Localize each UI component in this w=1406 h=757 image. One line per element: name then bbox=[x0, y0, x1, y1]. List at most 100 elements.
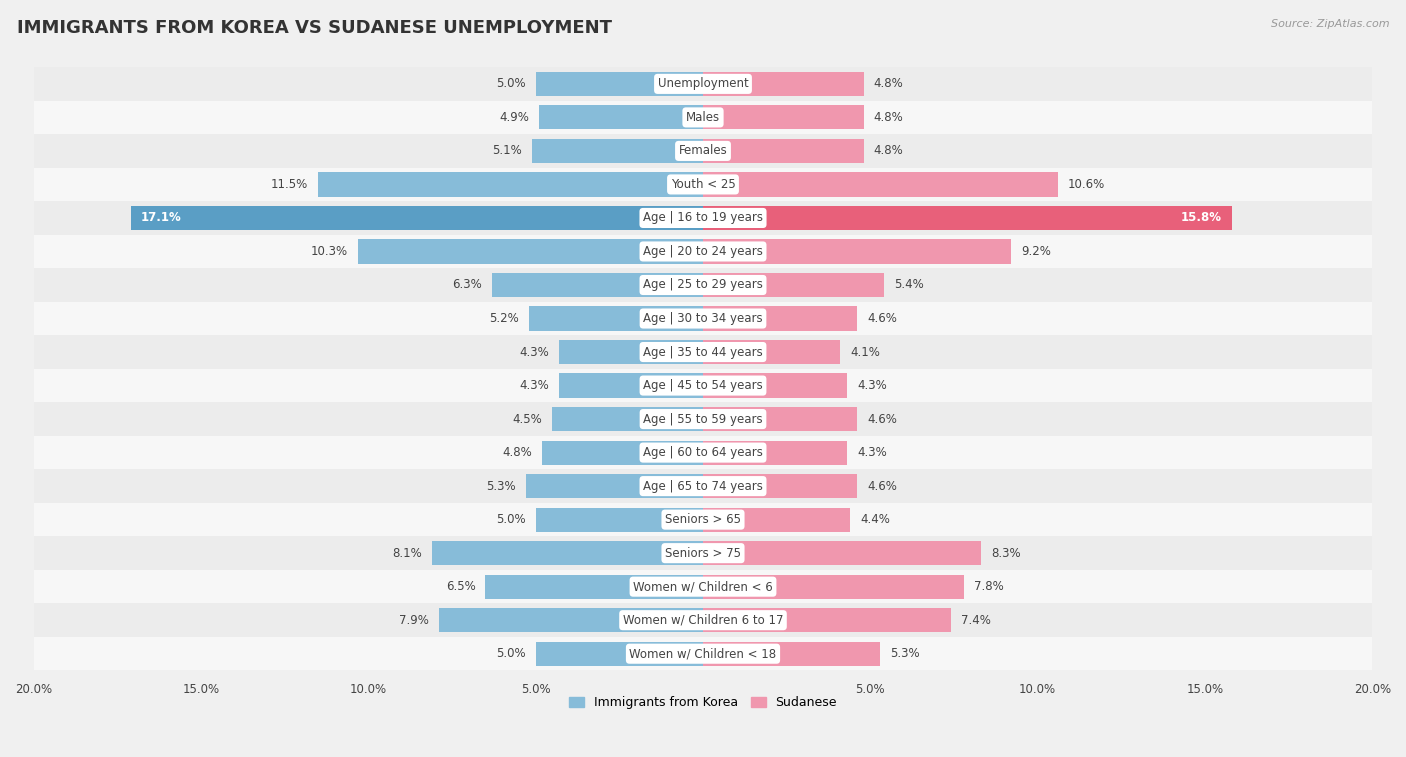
Bar bbox=[703, 575, 965, 599]
Text: 5.1%: 5.1% bbox=[492, 145, 522, 157]
Text: 5.2%: 5.2% bbox=[489, 312, 519, 325]
Bar bbox=[536, 72, 703, 96]
Text: 5.3%: 5.3% bbox=[890, 647, 920, 660]
Bar bbox=[703, 642, 880, 665]
Bar bbox=[703, 307, 858, 331]
Bar bbox=[703, 507, 851, 531]
Bar bbox=[34, 101, 1372, 134]
Text: 4.3%: 4.3% bbox=[858, 379, 887, 392]
Bar bbox=[34, 369, 1372, 402]
Bar bbox=[34, 469, 1372, 503]
Bar bbox=[34, 302, 1372, 335]
Text: 11.5%: 11.5% bbox=[271, 178, 308, 191]
Text: 15.8%: 15.8% bbox=[1181, 211, 1222, 225]
Bar bbox=[34, 637, 1372, 671]
Text: 4.1%: 4.1% bbox=[851, 345, 880, 359]
Bar bbox=[560, 373, 703, 397]
Text: 4.9%: 4.9% bbox=[499, 111, 529, 124]
Bar bbox=[34, 503, 1372, 537]
Bar bbox=[439, 608, 703, 632]
Bar bbox=[543, 441, 703, 465]
Bar bbox=[703, 273, 884, 297]
Text: Unemployment: Unemployment bbox=[658, 77, 748, 90]
Text: Age | 20 to 24 years: Age | 20 to 24 years bbox=[643, 245, 763, 258]
Bar bbox=[703, 139, 863, 163]
Bar bbox=[131, 206, 703, 230]
Bar bbox=[703, 608, 950, 632]
Bar bbox=[526, 474, 703, 498]
Bar bbox=[533, 139, 703, 163]
Text: 7.4%: 7.4% bbox=[960, 614, 991, 627]
Bar bbox=[703, 373, 846, 397]
Text: 5.0%: 5.0% bbox=[496, 77, 526, 90]
Text: 4.6%: 4.6% bbox=[868, 480, 897, 493]
Bar bbox=[34, 134, 1372, 168]
Bar bbox=[34, 201, 1372, 235]
Bar bbox=[560, 340, 703, 364]
Text: 6.5%: 6.5% bbox=[446, 580, 475, 593]
Bar bbox=[34, 335, 1372, 369]
Text: Age | 60 to 64 years: Age | 60 to 64 years bbox=[643, 446, 763, 459]
Bar bbox=[536, 507, 703, 531]
Text: Women w/ Children < 18: Women w/ Children < 18 bbox=[630, 647, 776, 660]
Text: 17.1%: 17.1% bbox=[141, 211, 181, 225]
Bar bbox=[538, 105, 703, 129]
Bar bbox=[432, 541, 703, 565]
Text: 4.8%: 4.8% bbox=[502, 446, 533, 459]
Bar bbox=[703, 340, 841, 364]
Text: 4.4%: 4.4% bbox=[860, 513, 890, 526]
Bar bbox=[34, 67, 1372, 101]
Text: 4.3%: 4.3% bbox=[519, 345, 548, 359]
Text: Age | 55 to 59 years: Age | 55 to 59 years bbox=[643, 413, 763, 425]
Text: 7.8%: 7.8% bbox=[974, 580, 1004, 593]
Text: 5.0%: 5.0% bbox=[496, 647, 526, 660]
Bar bbox=[34, 537, 1372, 570]
Text: 7.9%: 7.9% bbox=[399, 614, 429, 627]
Bar bbox=[703, 72, 863, 96]
Text: Women w/ Children < 6: Women w/ Children < 6 bbox=[633, 580, 773, 593]
Text: Age | 35 to 44 years: Age | 35 to 44 years bbox=[643, 345, 763, 359]
Text: Females: Females bbox=[679, 145, 727, 157]
Bar bbox=[34, 402, 1372, 436]
Text: Source: ZipAtlas.com: Source: ZipAtlas.com bbox=[1271, 19, 1389, 29]
Bar bbox=[529, 307, 703, 331]
Text: 8.1%: 8.1% bbox=[392, 547, 422, 559]
Legend: Immigrants from Korea, Sudanese: Immigrants from Korea, Sudanese bbox=[564, 691, 842, 714]
Bar bbox=[703, 105, 863, 129]
Text: 8.3%: 8.3% bbox=[991, 547, 1021, 559]
Bar bbox=[485, 575, 703, 599]
Bar bbox=[703, 239, 1011, 263]
Text: 4.3%: 4.3% bbox=[858, 446, 887, 459]
Bar bbox=[703, 474, 858, 498]
Text: 5.3%: 5.3% bbox=[486, 480, 516, 493]
Text: Women w/ Children 6 to 17: Women w/ Children 6 to 17 bbox=[623, 614, 783, 627]
Bar bbox=[34, 235, 1372, 268]
Text: 4.3%: 4.3% bbox=[519, 379, 548, 392]
Text: IMMIGRANTS FROM KOREA VS SUDANESE UNEMPLOYMENT: IMMIGRANTS FROM KOREA VS SUDANESE UNEMPL… bbox=[17, 19, 612, 37]
Text: 6.3%: 6.3% bbox=[453, 279, 482, 291]
Bar bbox=[318, 173, 703, 197]
Text: 4.8%: 4.8% bbox=[873, 145, 904, 157]
Text: 4.6%: 4.6% bbox=[868, 312, 897, 325]
Text: Seniors > 75: Seniors > 75 bbox=[665, 547, 741, 559]
Bar bbox=[34, 603, 1372, 637]
Text: 4.8%: 4.8% bbox=[873, 77, 904, 90]
Bar bbox=[536, 642, 703, 665]
Text: 10.3%: 10.3% bbox=[311, 245, 349, 258]
Text: Age | 30 to 34 years: Age | 30 to 34 years bbox=[643, 312, 763, 325]
Text: 5.4%: 5.4% bbox=[894, 279, 924, 291]
Text: 4.5%: 4.5% bbox=[513, 413, 543, 425]
Bar bbox=[34, 570, 1372, 603]
Bar bbox=[703, 407, 858, 431]
Text: Seniors > 65: Seniors > 65 bbox=[665, 513, 741, 526]
Text: 9.2%: 9.2% bbox=[1021, 245, 1050, 258]
Bar bbox=[553, 407, 703, 431]
Text: 4.6%: 4.6% bbox=[868, 413, 897, 425]
Text: Age | 45 to 54 years: Age | 45 to 54 years bbox=[643, 379, 763, 392]
Bar bbox=[34, 436, 1372, 469]
Bar bbox=[703, 541, 981, 565]
Bar bbox=[34, 168, 1372, 201]
Text: Age | 16 to 19 years: Age | 16 to 19 years bbox=[643, 211, 763, 225]
Bar bbox=[492, 273, 703, 297]
Bar bbox=[34, 268, 1372, 302]
